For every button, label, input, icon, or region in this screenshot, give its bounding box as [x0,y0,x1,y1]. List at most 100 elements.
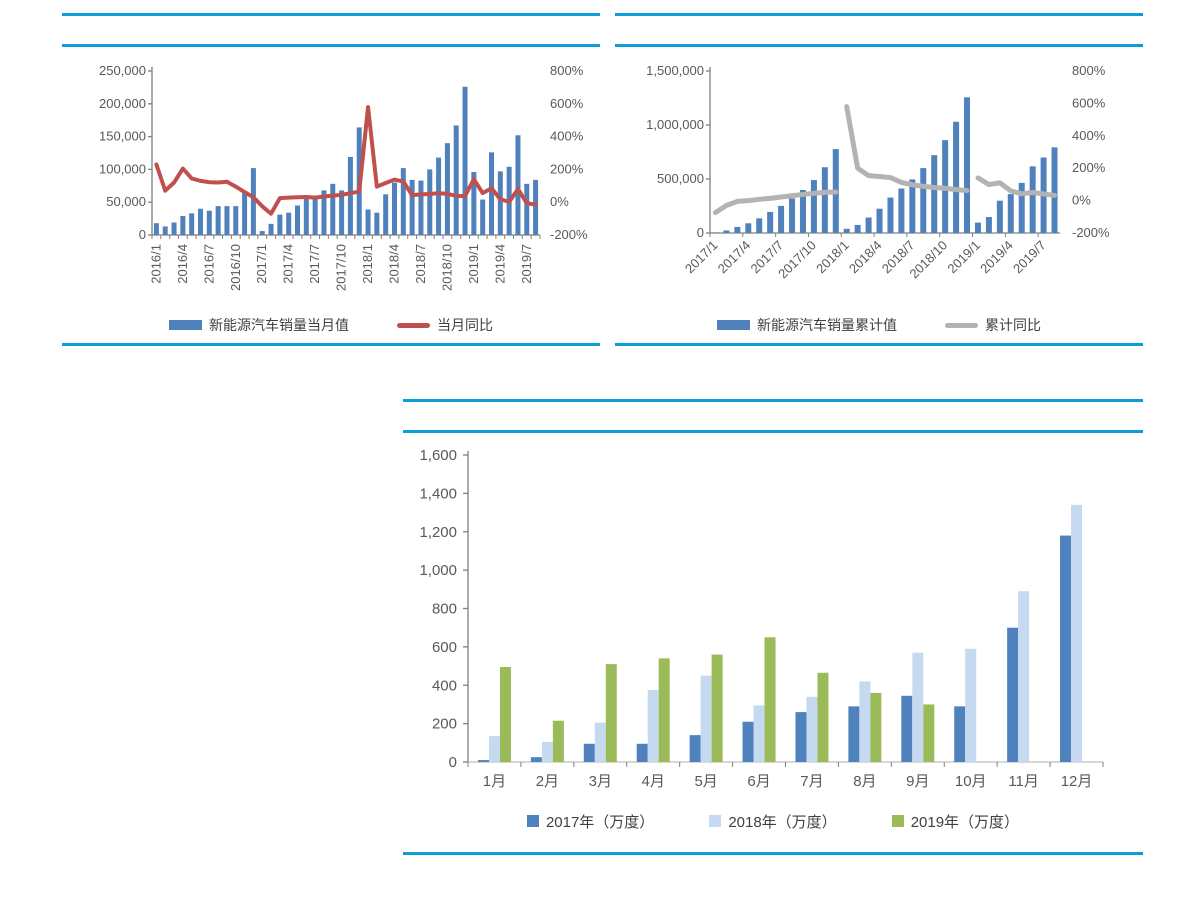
svg-text:200%: 200% [550,161,584,176]
axes: 0 500,000 1,000,000 1,500,000 -200% 0% 200% 400… [646,63,1110,240]
svg-text:800: 800 [432,601,457,618]
legend-item: 当月同比 [397,315,493,335]
x-labels: 2017/12017/42017/72017/102018/12018/4201… [682,238,1049,282]
legend-label: 累计同比 [985,317,1041,333]
legend-label: 当月同比 [437,317,493,333]
svg-text:11月: 11月 [1008,773,1039,790]
chart-cumulative-sales: 0 500,000 1,000,000 1,500,000 -200% 0% 200% 400… [615,13,1143,346]
header-rule-bottom [62,44,600,47]
legend-label: 2019年（万度） [910,813,1020,831]
svg-text:50,000: 50,000 [106,194,146,209]
svg-text:250,000: 250,000 [99,63,146,78]
legend-label: 2018年（万度） [728,813,837,831]
svg-text:8月: 8月 [853,773,876,790]
svg-text:2017/10: 2017/10 [334,244,349,291]
svg-text:600%: 600% [550,96,584,111]
footer-rule [615,343,1143,346]
header-rule-bottom [403,430,1143,433]
cumulative-sales-plot: 0 500,000 1,000,000 1,500,000 -200% 0% 200% 400… [646,63,1110,282]
svg-text:1,000,000: 1,000,000 [646,117,704,132]
svg-text:2016/4: 2016/4 [175,244,190,284]
bar-swatch-icon [169,320,202,330]
square-swatch-icon [709,815,722,827]
svg-text:0%: 0% [550,194,569,209]
svg-text:1,000: 1,000 [419,562,457,579]
svg-text:2019/7: 2019/7 [1010,238,1049,277]
legend-item: 累计同比 [945,315,1041,335]
legend-label: 新能源汽车销量当月值 [209,317,349,333]
svg-text:0%: 0% [1072,193,1091,208]
svg-text:0: 0 [697,225,704,240]
legend-item: 2019年（万度） [891,811,1020,832]
header-rule-top [62,13,600,16]
svg-text:5月: 5月 [694,773,717,790]
svg-text:200: 200 [432,716,457,733]
svg-text:1,500,000: 1,500,000 [646,63,704,78]
svg-text:600%: 600% [1072,95,1106,110]
svg-text:1月: 1月 [483,773,506,790]
svg-text:10月: 10月 [955,773,987,790]
svg-text:400%: 400% [1072,128,1106,143]
svg-text:9月: 9月 [906,773,929,790]
svg-text:7月: 7月 [800,773,823,790]
square-swatch-icon [526,815,539,827]
svg-text:4月: 4月 [642,773,665,790]
svg-text:1,200: 1,200 [419,524,457,541]
svg-text:2018/10: 2018/10 [439,244,454,291]
svg-text:6月: 6月 [747,773,770,790]
svg-text:2019/4: 2019/4 [492,244,507,284]
svg-text:2月: 2月 [536,773,559,790]
svg-text:600: 600 [432,639,457,656]
svg-text:150,000: 150,000 [99,129,146,144]
svg-text:100,000: 100,000 [99,161,146,176]
svg-text:2017/1: 2017/1 [254,244,269,284]
legend-item: 2018年（万度） [709,811,837,832]
line-swatch-icon [945,322,978,328]
legend-label: 新能源汽车销量累计值 [757,317,897,333]
svg-text:2016/1: 2016/1 [148,244,163,284]
footer-rule [403,852,1143,855]
chart-yearly-monthly-volume: 0 200 400 600 800 1,000 1,200 1,400 1,600 1月 2月 3月 4… [403,399,1143,857]
svg-text:0: 0 [139,227,146,242]
svg-text:0: 0 [449,754,457,771]
header-rule-bottom [615,44,1143,47]
chart-title [615,17,1143,43]
svg-text:2017/4: 2017/4 [281,244,296,284]
cumulative-sales-legend: 新能源汽车销量累计值 累计同比 [615,314,1143,336]
line-nev-cumulative-sales [712,104,1058,216]
svg-text:400%: 400% [550,129,584,144]
svg-text:3月: 3月 [589,773,612,790]
svg-text:800%: 800% [1072,63,1106,78]
svg-text:500,000: 500,000 [657,171,704,186]
svg-text:400: 400 [432,677,457,694]
svg-text:-200%: -200% [1072,225,1110,240]
svg-text:-200%: -200% [550,227,588,242]
svg-text:200,000: 200,000 [99,96,146,111]
axes: 0 200 400 600 800 1,000 1,200 1,400 1,600 [419,447,1104,771]
svg-text:2018/1: 2018/1 [813,238,852,277]
monthly-sales-legend: 新能源汽车销量当月值 当月同比 [62,314,600,336]
svg-text:1,600: 1,600 [419,447,457,464]
square-swatch-icon [891,815,904,827]
svg-text:2019/7: 2019/7 [519,244,534,284]
svg-text:2017/1: 2017/1 [682,238,721,277]
header-rule-top [403,399,1143,402]
monthly-sales-plot: 0 50,000 100,000 150,000 200,000 250,000 -200%… [99,63,588,291]
svg-text:2018/4: 2018/4 [387,244,402,284]
legend-item: 2017年（万度） [526,811,654,832]
footer-rule [62,343,600,346]
svg-text:800%: 800% [550,63,584,78]
axes: 0 50,000 100,000 150,000 200,000 250,000 -200%… [99,63,588,242]
yearly-volume-legend: 2017年（万度） 2018年（万度） 2019年（万度） [403,809,1143,833]
svg-text:2017/4: 2017/4 [715,238,754,277]
bars-nev-cumulative-sales [712,97,1058,233]
svg-text:2018/4: 2018/4 [846,238,885,277]
bar-swatch-icon [717,320,750,330]
svg-text:12月: 12月 [1061,773,1093,790]
bars-nev-monthly-sales [153,86,539,235]
svg-text:200%: 200% [1072,160,1106,175]
svg-text:2019/1: 2019/1 [944,238,983,277]
legend-item: 新能源汽车销量当月值 [169,315,349,335]
